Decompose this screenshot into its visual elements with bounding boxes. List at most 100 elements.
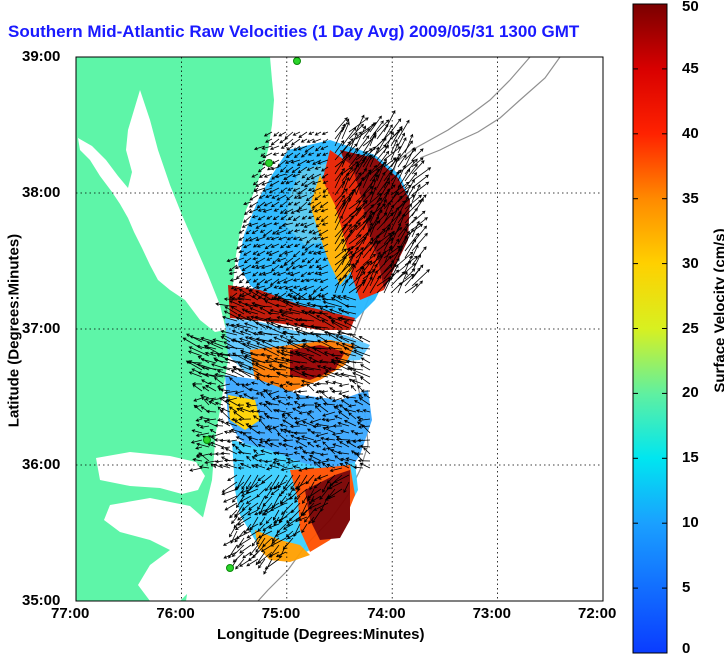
velocity-arrow <box>240 488 252 494</box>
velocity-arrow <box>404 172 418 189</box>
velocity-arrow <box>208 400 217 406</box>
velocity-arrow <box>344 304 357 308</box>
velocity-arrow <box>355 168 368 182</box>
velocity-arrow <box>312 382 322 387</box>
velocity-arrow <box>397 271 408 294</box>
velocity-arrow <box>313 236 322 241</box>
velocity-arrow <box>255 180 266 187</box>
velocity-arrow <box>238 288 259 301</box>
velocity-arrow <box>307 215 315 220</box>
velocity-arrow <box>348 163 359 182</box>
velocity-arrow <box>255 362 273 371</box>
y-tick-label: 39:00 <box>22 48 61 65</box>
velocity-arrow <box>325 418 336 422</box>
velocity-arrow <box>295 301 315 308</box>
velocity-arrow <box>301 372 322 378</box>
velocity-arrow <box>290 474 301 490</box>
velocity-arrow <box>362 154 372 168</box>
velocity-arrow <box>248 222 259 227</box>
velocity-arrow <box>273 336 287 343</box>
x-tick-label: 74:00 <box>367 605 406 622</box>
velocity-arrow <box>362 171 371 189</box>
velocity-arrow <box>243 257 252 264</box>
velocity-arrow <box>315 222 322 228</box>
velocity-arrow <box>269 380 280 385</box>
velocity-arrow <box>241 292 252 298</box>
velocity-arrow <box>320 236 329 241</box>
velocity-arrow <box>278 285 287 290</box>
velocity-arrow <box>302 450 315 455</box>
velocity-arrow <box>292 407 301 413</box>
velocity-arrow <box>360 389 371 393</box>
velocity-arrow <box>314 271 322 275</box>
velocity-arrow <box>301 229 308 233</box>
velocity-arrow <box>358 397 371 406</box>
velocity-arrow <box>212 338 224 343</box>
velocity-arrow <box>278 131 287 137</box>
velocity-arrow <box>272 271 280 276</box>
velocity-arrow <box>341 121 350 140</box>
velocity-arrow <box>341 263 355 280</box>
velocity-arrow <box>256 430 266 435</box>
velocity-arrow <box>349 367 371 378</box>
velocity-arrow <box>318 264 329 270</box>
velocity-arrow <box>271 367 287 372</box>
velocity-arrow <box>263 131 273 137</box>
velocity-arrow <box>245 402 252 406</box>
velocity-arrow <box>201 396 210 406</box>
velocity-arrow <box>252 271 259 277</box>
velocity-arrow <box>309 495 315 505</box>
velocity-arrow <box>296 208 308 213</box>
velocity-arrow <box>233 285 245 291</box>
velocity-arrow <box>301 243 308 249</box>
radar-station-marker <box>293 57 301 65</box>
velocity-arrow <box>404 255 413 273</box>
velocity-arrow <box>246 530 259 539</box>
velocity-arrow <box>334 141 351 161</box>
velocity-arrow <box>255 321 273 329</box>
velocity-arrow <box>293 446 301 450</box>
velocity-arrow <box>262 229 273 237</box>
velocity-arrow <box>311 430 322 435</box>
velocity-arrow <box>321 173 329 179</box>
velocity-arrow <box>348 153 360 168</box>
velocity-arrow <box>250 362 266 371</box>
velocity-arrow <box>320 208 329 213</box>
velocity-arrow <box>296 436 308 441</box>
velocity-arrow <box>356 416 364 420</box>
velocity-arrow <box>304 145 315 153</box>
velocity-arrow <box>275 551 287 558</box>
y-tick-label: 35:00 <box>22 592 61 609</box>
velocity-arrow <box>362 253 377 266</box>
velocity-arrow <box>321 166 329 172</box>
velocity-arrow <box>203 420 217 427</box>
velocity-arrow <box>292 250 301 258</box>
velocity-arrow <box>250 359 273 364</box>
velocity-arrow <box>275 451 287 455</box>
velocity-arrow <box>189 335 210 343</box>
velocity-arrow <box>322 427 336 434</box>
velocity-arrow <box>239 337 252 343</box>
velocity-arrow <box>272 215 280 220</box>
velocity-arrow <box>363 393 371 399</box>
velocity-arrow <box>293 145 301 151</box>
velocity-arrow <box>238 417 252 422</box>
velocity-arrow <box>238 430 252 435</box>
velocity-arrow <box>289 374 301 378</box>
velocity-arrow <box>332 443 343 448</box>
velocity-arrow <box>411 148 424 161</box>
velocity-arrow <box>331 432 343 436</box>
velocity-arrow <box>314 243 322 248</box>
velocity-arrow <box>297 194 308 199</box>
velocity-arrow <box>269 442 280 448</box>
velocity-arrow <box>256 409 266 414</box>
velocity-arrow <box>243 243 252 249</box>
velocity-arrow <box>257 530 273 539</box>
velocity-arrow <box>259 229 266 233</box>
velocity-arrow <box>276 194 287 201</box>
velocity-arrow <box>307 201 315 206</box>
velocity-arrow <box>369 173 379 196</box>
velocity-arrow <box>246 455 252 462</box>
velocity-arrow <box>204 397 217 401</box>
